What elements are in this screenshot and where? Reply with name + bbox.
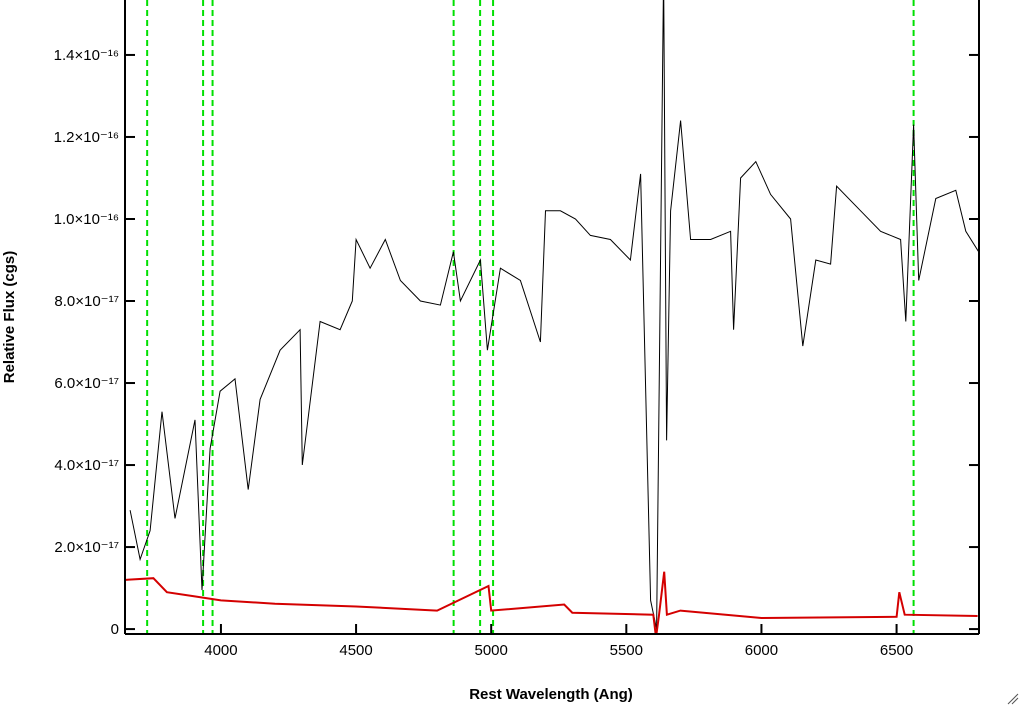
x-tick-label: 5000 bbox=[475, 642, 508, 659]
x-tick-label: 5500 bbox=[610, 642, 643, 659]
x-tick-label: 4500 bbox=[339, 642, 372, 659]
y-tick-label: 1.4×10⁻¹⁶ bbox=[54, 47, 119, 64]
x-axis-title: Rest Wavelength (Ang) bbox=[469, 686, 633, 703]
y-tick-label: 2.0×10⁻¹⁷ bbox=[54, 539, 119, 556]
x-tick-label: 6500 bbox=[880, 642, 913, 659]
plot-area bbox=[125, 0, 979, 634]
y-tick-label: 1.2×10⁻¹⁶ bbox=[54, 129, 119, 146]
y-tick-label: 1.0×10⁻¹⁶ bbox=[54, 211, 119, 228]
spectrum-line bbox=[125, 571, 978, 634]
spectrum-line bbox=[129, 0, 979, 630]
y-tick-label: 4.0×10⁻¹⁷ bbox=[54, 457, 119, 474]
y-tick-label: 6.0×10⁻¹⁷ bbox=[54, 375, 119, 392]
x-tick-label: 4000 bbox=[204, 642, 237, 659]
y-axis-title: Relative Flux (cgs) bbox=[1, 251, 18, 384]
y-tick-label: 0 bbox=[111, 621, 119, 638]
y-tick-label: 8.0×10⁻¹⁷ bbox=[54, 293, 119, 310]
x-tick-label: 6000 bbox=[745, 642, 778, 659]
resize-handle bbox=[1007, 693, 1019, 705]
